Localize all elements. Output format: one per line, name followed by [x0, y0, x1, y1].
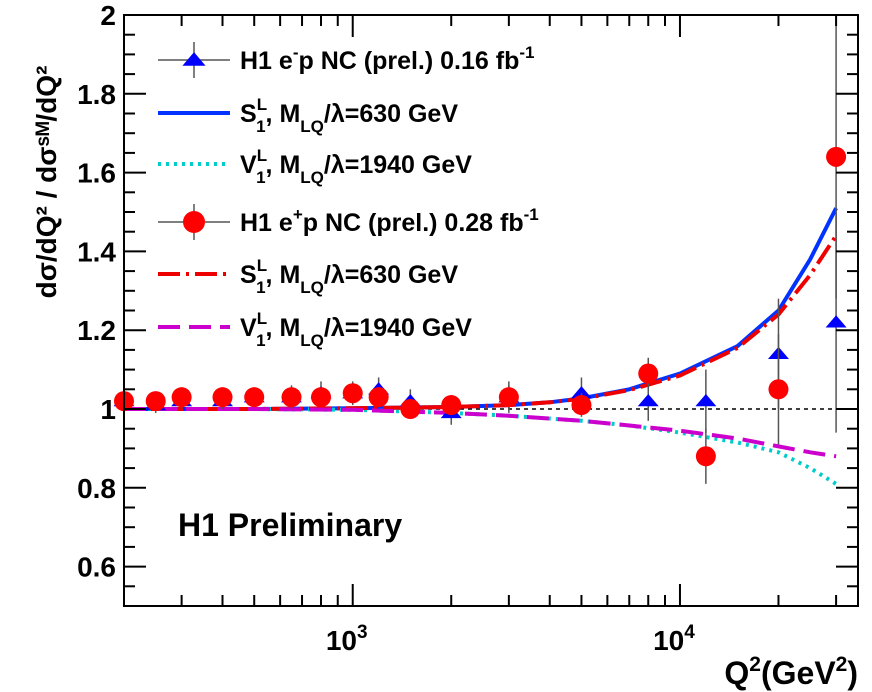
legend-entry-5: VL 1, MLQ/λ=1940 GeV [158, 309, 472, 350]
series-line-5 [124, 407, 837, 459]
legend-entry-1: SL 1, MLQ/λ=630 GeV [158, 95, 458, 136]
data-point-ep [826, 146, 847, 167]
y-axis-title: dσ/dQ² / dσˢᴹ/dQ² [31, 66, 62, 299]
y-tick-label: 0.6 [77, 552, 116, 583]
data-point-ep [311, 387, 332, 408]
data-point-ep [695, 446, 716, 467]
legend-label: H1 e+p NC (prel.) 0.28 fb-1 [240, 205, 539, 237]
data-point-ep [441, 395, 462, 416]
data-point-ep [400, 399, 421, 419]
series-line-4 [124, 234, 838, 411]
data-point-ep [145, 391, 166, 412]
data-point-em [637, 393, 659, 407]
legend-entry-4: SL 1, MLQ/λ=630 GeV [158, 256, 458, 297]
y-tick-label: 1.4 [77, 236, 116, 267]
legend-label: VL 1, MLQ/λ=1940 GeV [240, 309, 472, 350]
legend-marker [182, 52, 206, 66]
legend-label: VL 1, MLQ/λ=1940 GeV [240, 146, 472, 187]
series-line-2 [124, 407, 838, 486]
data-point-em [825, 315, 847, 328]
legend-entry-2: VL 1, MLQ/λ=1940 GeV [158, 146, 472, 187]
legend-marker [183, 211, 205, 233]
data-point-ep [768, 379, 789, 400]
data-point-ep [281, 387, 302, 408]
data-point-ep [498, 387, 519, 408]
y-tick-label: 1.6 [77, 158, 116, 189]
legend-entry-0: H1 e-p NC (prel.) 0.16 fb-1 [158, 42, 534, 78]
legend-entry-3: H1 e+p NC (prel.) 0.28 fb-1 [158, 204, 539, 240]
data-point-ep [368, 387, 389, 408]
series-line-1 [124, 207, 838, 411]
y-tick-label: 1.2 [77, 315, 116, 346]
data-point-em [570, 386, 592, 399]
data-point-ep [342, 383, 363, 404]
data-point-ep [244, 387, 265, 408]
x-axis-title: Q2(GeV2) [724, 653, 858, 691]
y-tick-label: 0.8 [77, 473, 116, 504]
data-point-ep [638, 363, 659, 384]
legend-label: SL 1, MLQ/λ=630 GeV [240, 256, 458, 297]
x-tick-label: 104 [653, 622, 695, 656]
y-tick-label: 1.8 [77, 79, 116, 110]
y-tick-label: 1 [100, 394, 116, 425]
x-tick-label: 103 [326, 622, 368, 656]
data-point-ep [212, 387, 233, 408]
data-point-ep [171, 387, 192, 408]
y-tick-label: 2 [100, 0, 116, 31]
annotation-h1-preliminary: H1 Preliminary [178, 507, 402, 543]
legend-label: SL 1, MLQ/λ=630 GeV [240, 95, 458, 136]
data-point-em [695, 393, 717, 407]
data-point-ep [571, 395, 592, 416]
legend-label: H1 e-p NC (prel.) 0.16 fb-1 [240, 43, 534, 75]
